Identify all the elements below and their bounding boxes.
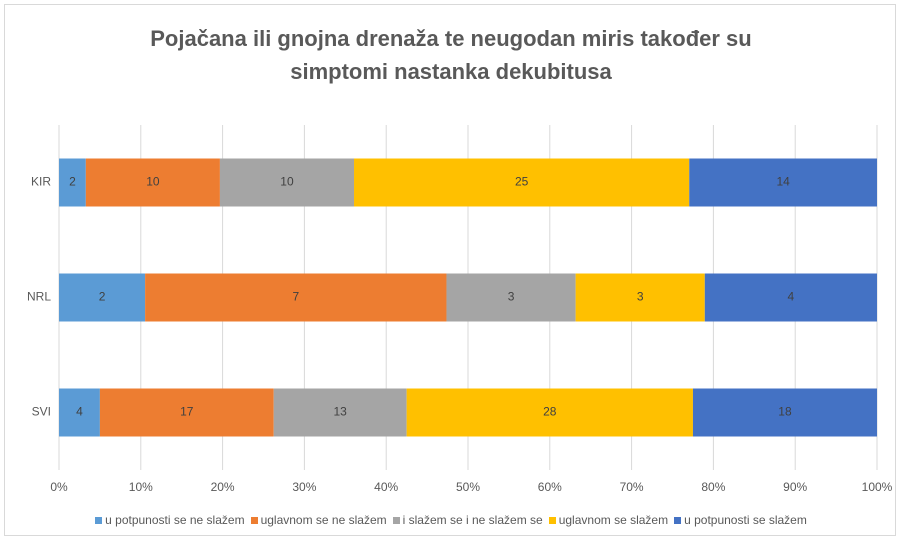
x-tick-label: 30% — [292, 480, 316, 494]
data-label: 10 — [146, 175, 160, 189]
legend-swatch — [674, 516, 682, 524]
data-label: 3 — [508, 290, 515, 304]
data-label: 28 — [543, 405, 557, 419]
legend-label: uglavnom se ne slažem — [260, 513, 387, 527]
y-tick-label: SVI — [32, 405, 51, 419]
bar-segment — [85, 158, 220, 207]
legend-item: i slažem se i ne slažem se — [392, 513, 543, 527]
legend-label: uglavnom se slažem — [558, 513, 669, 527]
chart-title: Pojačana ili gnojna drenaža te neugodan … — [150, 26, 752, 84]
x-tick-label: 50% — [456, 480, 480, 494]
bar-segment — [219, 158, 355, 207]
legend-label: u potpunosti se slažem — [684, 513, 807, 527]
data-label: 25 — [515, 175, 529, 189]
bar-segment — [59, 388, 100, 437]
data-label: 7 — [292, 290, 299, 304]
data-label: 2 — [99, 290, 106, 304]
legend-swatch — [392, 516, 400, 524]
data-label: 13 — [334, 405, 348, 419]
x-tick-label: 40% — [374, 480, 398, 494]
data-label: 10 — [280, 175, 294, 189]
bar-segment — [575, 273, 705, 322]
bar-segment — [145, 273, 447, 322]
x-tick-label: 100% — [862, 480, 893, 494]
x-tick-label: 90% — [783, 480, 807, 494]
x-tick-label: 60% — [538, 480, 562, 494]
data-label: 3 — [637, 290, 644, 304]
data-label: 4 — [788, 290, 795, 304]
legend-item: u potpunosti se slažem — [674, 513, 807, 527]
bar-segment — [59, 158, 86, 207]
data-label: 14 — [776, 175, 790, 189]
legend-swatch — [548, 516, 556, 524]
data-label: 18 — [778, 405, 792, 419]
data-label: 4 — [76, 405, 83, 419]
legend-swatch — [250, 516, 258, 524]
legend-label: u potpunosti se ne slažem — [105, 513, 245, 527]
bar-segment — [354, 158, 690, 207]
y-tick-label: NRL — [27, 290, 51, 304]
x-tick-label: 70% — [620, 480, 644, 494]
x-tick-label: 10% — [129, 480, 153, 494]
legend-item: uglavnom se slažem — [548, 513, 669, 527]
legend-item: u potpunosti se ne slažem — [95, 513, 245, 527]
bar-segment — [273, 388, 407, 437]
data-label: 2 — [69, 175, 76, 189]
x-tick-label: 80% — [701, 480, 725, 494]
bar-segment — [689, 158, 877, 207]
y-tick-label: KIR — [31, 175, 51, 189]
bar-segment — [692, 388, 877, 437]
data-label: 17 — [180, 405, 194, 419]
bar-segment — [99, 388, 274, 437]
legend-swatch — [95, 516, 103, 524]
chart-border — [4, 4, 896, 536]
bar-segment — [446, 273, 576, 322]
x-tick-label: 0% — [50, 480, 68, 494]
legend-item: uglavnom se ne slažem — [250, 513, 387, 527]
bar-segment — [704, 273, 877, 322]
bar-segment — [59, 273, 146, 322]
legend: u potpunosti se ne slažem uglavnom se ne … — [0, 513, 902, 527]
legend-label: i slažem se i ne slažem se — [402, 513, 543, 527]
bar-segment — [406, 388, 693, 437]
x-tick-label: 20% — [211, 480, 235, 494]
